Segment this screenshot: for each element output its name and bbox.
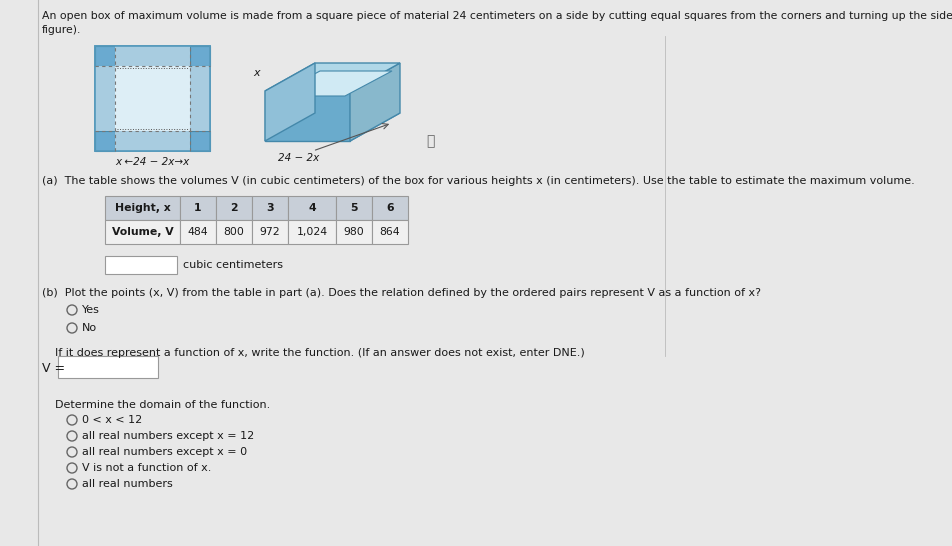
Text: 800: 800 xyxy=(224,227,245,237)
Text: x: x xyxy=(253,68,260,78)
Text: 24 − 2x: 24 − 2x xyxy=(278,153,319,163)
Bar xyxy=(95,131,115,151)
Text: 3: 3 xyxy=(267,203,274,213)
Polygon shape xyxy=(273,71,392,96)
Text: all real numbers: all real numbers xyxy=(82,479,172,489)
Bar xyxy=(288,196,336,220)
Polygon shape xyxy=(265,113,400,141)
Bar xyxy=(105,220,180,244)
Polygon shape xyxy=(265,91,350,141)
Bar xyxy=(216,220,252,244)
Bar xyxy=(95,46,115,66)
Text: 484: 484 xyxy=(188,227,208,237)
Bar xyxy=(95,46,210,151)
Bar xyxy=(372,220,408,244)
Text: Volume, V: Volume, V xyxy=(111,227,173,237)
Bar xyxy=(190,46,210,66)
Text: ⓘ: ⓘ xyxy=(426,134,434,148)
Text: cubic centimeters: cubic centimeters xyxy=(183,260,283,270)
Text: 6: 6 xyxy=(387,203,394,213)
Bar xyxy=(216,196,252,220)
Text: V =: V = xyxy=(42,361,65,375)
Polygon shape xyxy=(265,63,315,141)
Text: 1,024: 1,024 xyxy=(296,227,327,237)
Bar xyxy=(115,46,190,66)
Text: 980: 980 xyxy=(344,227,365,237)
Text: all real numbers except x = 12: all real numbers except x = 12 xyxy=(82,431,254,441)
Text: 5: 5 xyxy=(350,203,358,213)
Bar xyxy=(336,196,372,220)
Text: 864: 864 xyxy=(380,227,400,237)
Text: V is not a function of x.: V is not a function of x. xyxy=(82,463,211,473)
Text: Yes: Yes xyxy=(82,305,100,315)
Text: figure).: figure). xyxy=(42,25,81,35)
Text: 2: 2 xyxy=(230,203,238,213)
Text: Determine the domain of the function.: Determine the domain of the function. xyxy=(55,400,270,410)
Bar xyxy=(115,131,190,151)
Bar xyxy=(105,256,177,274)
Text: 4: 4 xyxy=(308,203,316,213)
Bar xyxy=(58,356,158,378)
Text: (a)  The table shows the volumes V (in cubic centimeters) of the box for various: (a) The table shows the volumes V (in cu… xyxy=(42,176,915,186)
Text: 0 < x < 12: 0 < x < 12 xyxy=(82,415,142,425)
Text: An open box of maximum volume is made from a square piece of material 24 centime: An open box of maximum volume is made fr… xyxy=(42,11,952,21)
Bar xyxy=(105,196,180,220)
Bar xyxy=(95,46,210,151)
Bar xyxy=(115,66,190,131)
Text: (b)  Plot the points (x, V) from the table in part (a). Does the relation define: (b) Plot the points (x, V) from the tabl… xyxy=(42,288,761,298)
Text: If it does represent a function of x, write the function. (If an answer does not: If it does represent a function of x, wr… xyxy=(55,348,585,358)
Polygon shape xyxy=(265,63,400,91)
Text: 972: 972 xyxy=(260,227,280,237)
Bar xyxy=(372,196,408,220)
Bar xyxy=(252,196,288,220)
Text: x ←24 − 2x→x: x ←24 − 2x→x xyxy=(115,157,189,167)
Text: Height, x: Height, x xyxy=(114,203,170,213)
Polygon shape xyxy=(350,63,400,141)
Bar xyxy=(288,220,336,244)
Text: all real numbers except x = 0: all real numbers except x = 0 xyxy=(82,447,248,457)
Bar xyxy=(95,66,115,131)
Text: 1: 1 xyxy=(194,203,202,213)
Bar xyxy=(336,220,372,244)
Bar xyxy=(190,131,210,151)
Bar xyxy=(180,196,216,220)
Text: No: No xyxy=(82,323,97,333)
Bar xyxy=(180,220,216,244)
Bar xyxy=(252,220,288,244)
Bar xyxy=(190,66,210,131)
